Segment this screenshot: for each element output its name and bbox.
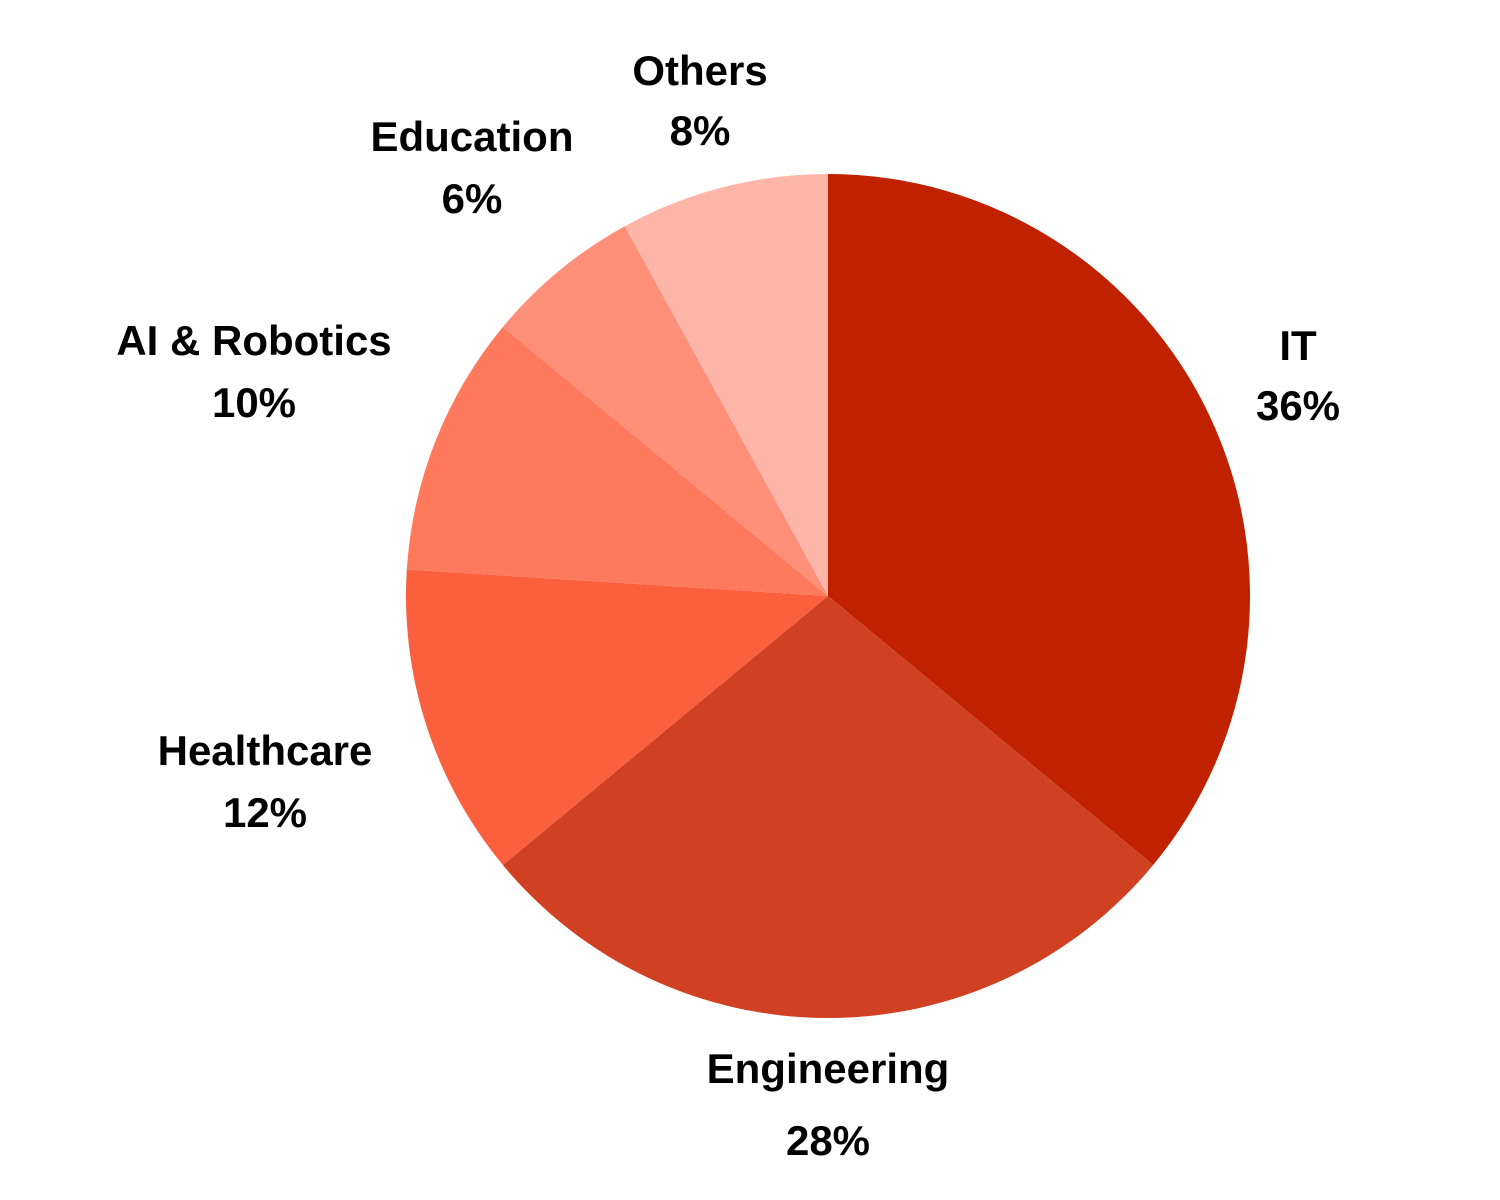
slice-label: AI & Robotics [116, 317, 391, 364]
slice-value-label: 36% [1256, 382, 1340, 429]
pie-slice-it [828, 174, 1250, 865]
slice-label: Education [370, 113, 573, 160]
slice-label: Healthcare [158, 727, 373, 774]
pie-slice-education [502, 226, 828, 596]
slice-value-label: 6% [442, 175, 503, 222]
slice-label: Engineering [707, 1045, 950, 1092]
slice-value-label: 10% [212, 379, 296, 426]
slice-label: IT [1279, 322, 1317, 369]
slice-label: Others [632, 47, 767, 94]
pie-slice-healthcare [406, 569, 828, 865]
slice-value-label: 28% [786, 1117, 870, 1164]
pie-slice-others [624, 174, 828, 596]
pie-slice-engineering [502, 596, 1154, 1019]
slice-value-label: 12% [223, 789, 307, 836]
slice-value-label: 8% [670, 107, 731, 154]
pie-slice-ai-robotics [406, 327, 828, 596]
